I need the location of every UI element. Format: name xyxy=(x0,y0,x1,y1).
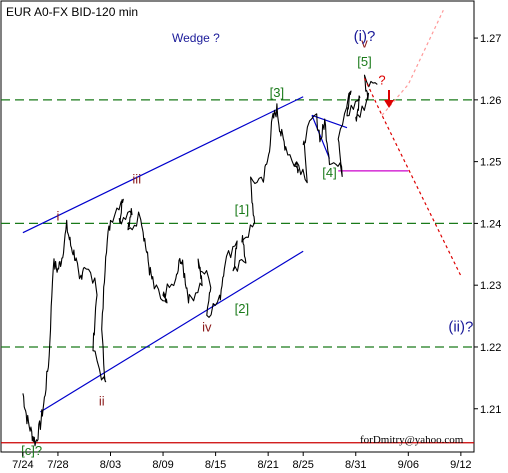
wave-label-4: v xyxy=(361,35,368,50)
watermark: forDmitry@yahoo.com xyxy=(360,434,464,446)
wave-label-5: [1] xyxy=(235,202,249,217)
projection-0 xyxy=(363,77,462,277)
wave-label-8: [4] xyxy=(322,165,336,180)
plot-area xyxy=(0,0,475,453)
wave-label-9: [5] xyxy=(357,54,371,69)
trendline-1 xyxy=(40,250,304,413)
chart-title: EUR A0-FX BID-120 min xyxy=(6,5,138,19)
wave-label-10: [c]? xyxy=(21,443,42,458)
wave-label-3: iv xyxy=(202,320,212,335)
wave-label-7: [3] xyxy=(270,85,284,100)
x-tick-label-7: 8/31 xyxy=(345,459,366,471)
y-tick-label-2: 1.25 xyxy=(480,157,501,169)
x-tick-label-3: 8/09 xyxy=(152,459,173,471)
wave-label-11: (i)? xyxy=(354,28,376,45)
wave-label-0: i xyxy=(56,208,59,223)
wave-label-13: ? xyxy=(378,72,385,87)
x-tick-label-2: 8/03 xyxy=(100,459,121,471)
y-tick-label-0: 1.27 xyxy=(480,33,501,45)
x-tick-label-5: 8/21 xyxy=(257,459,278,471)
price-series xyxy=(22,74,378,447)
y-tick-label-6: 1.21 xyxy=(480,404,501,416)
y-axis: 1.27 1.26 1.25 1.24 1.23 1.22 1.21 xyxy=(474,33,501,416)
x-tick-label-6: 8/25 xyxy=(292,459,313,471)
chart-subtitle: Wedge ? xyxy=(172,31,220,45)
x-tick-label-8: 9/06 xyxy=(398,459,419,471)
x-tick-label-9: 9/12 xyxy=(450,459,471,471)
trendline-0 xyxy=(22,96,304,234)
x-tick-label-1: 7/28 xyxy=(47,459,68,471)
wave-label-1: ii xyxy=(99,394,105,409)
down-arrow-icon xyxy=(384,90,394,108)
wave-label-2: iii xyxy=(132,171,141,186)
trendline-2 xyxy=(311,114,348,129)
y-tick-label-5: 1.22 xyxy=(480,342,501,354)
trendline-3 xyxy=(311,115,331,159)
y-tick-label-4: 1.23 xyxy=(480,280,501,292)
x-tick-label-4: 8/15 xyxy=(205,459,226,471)
series-line-0 xyxy=(22,74,378,447)
trendlines xyxy=(22,96,348,413)
y-tick-label-3: 1.24 xyxy=(480,218,501,230)
x-axis: 7/24 7/28 8/03 8/09 8/15 8/21 8/25 8/31 9/06 9/12 xyxy=(12,452,472,471)
y-tick-label-1: 1.26 xyxy=(480,95,501,107)
wave-label-12: (ii)? xyxy=(448,319,473,336)
wave-label-6: [2] xyxy=(235,301,249,316)
x-tick-label-0: 7/24 xyxy=(12,459,33,471)
